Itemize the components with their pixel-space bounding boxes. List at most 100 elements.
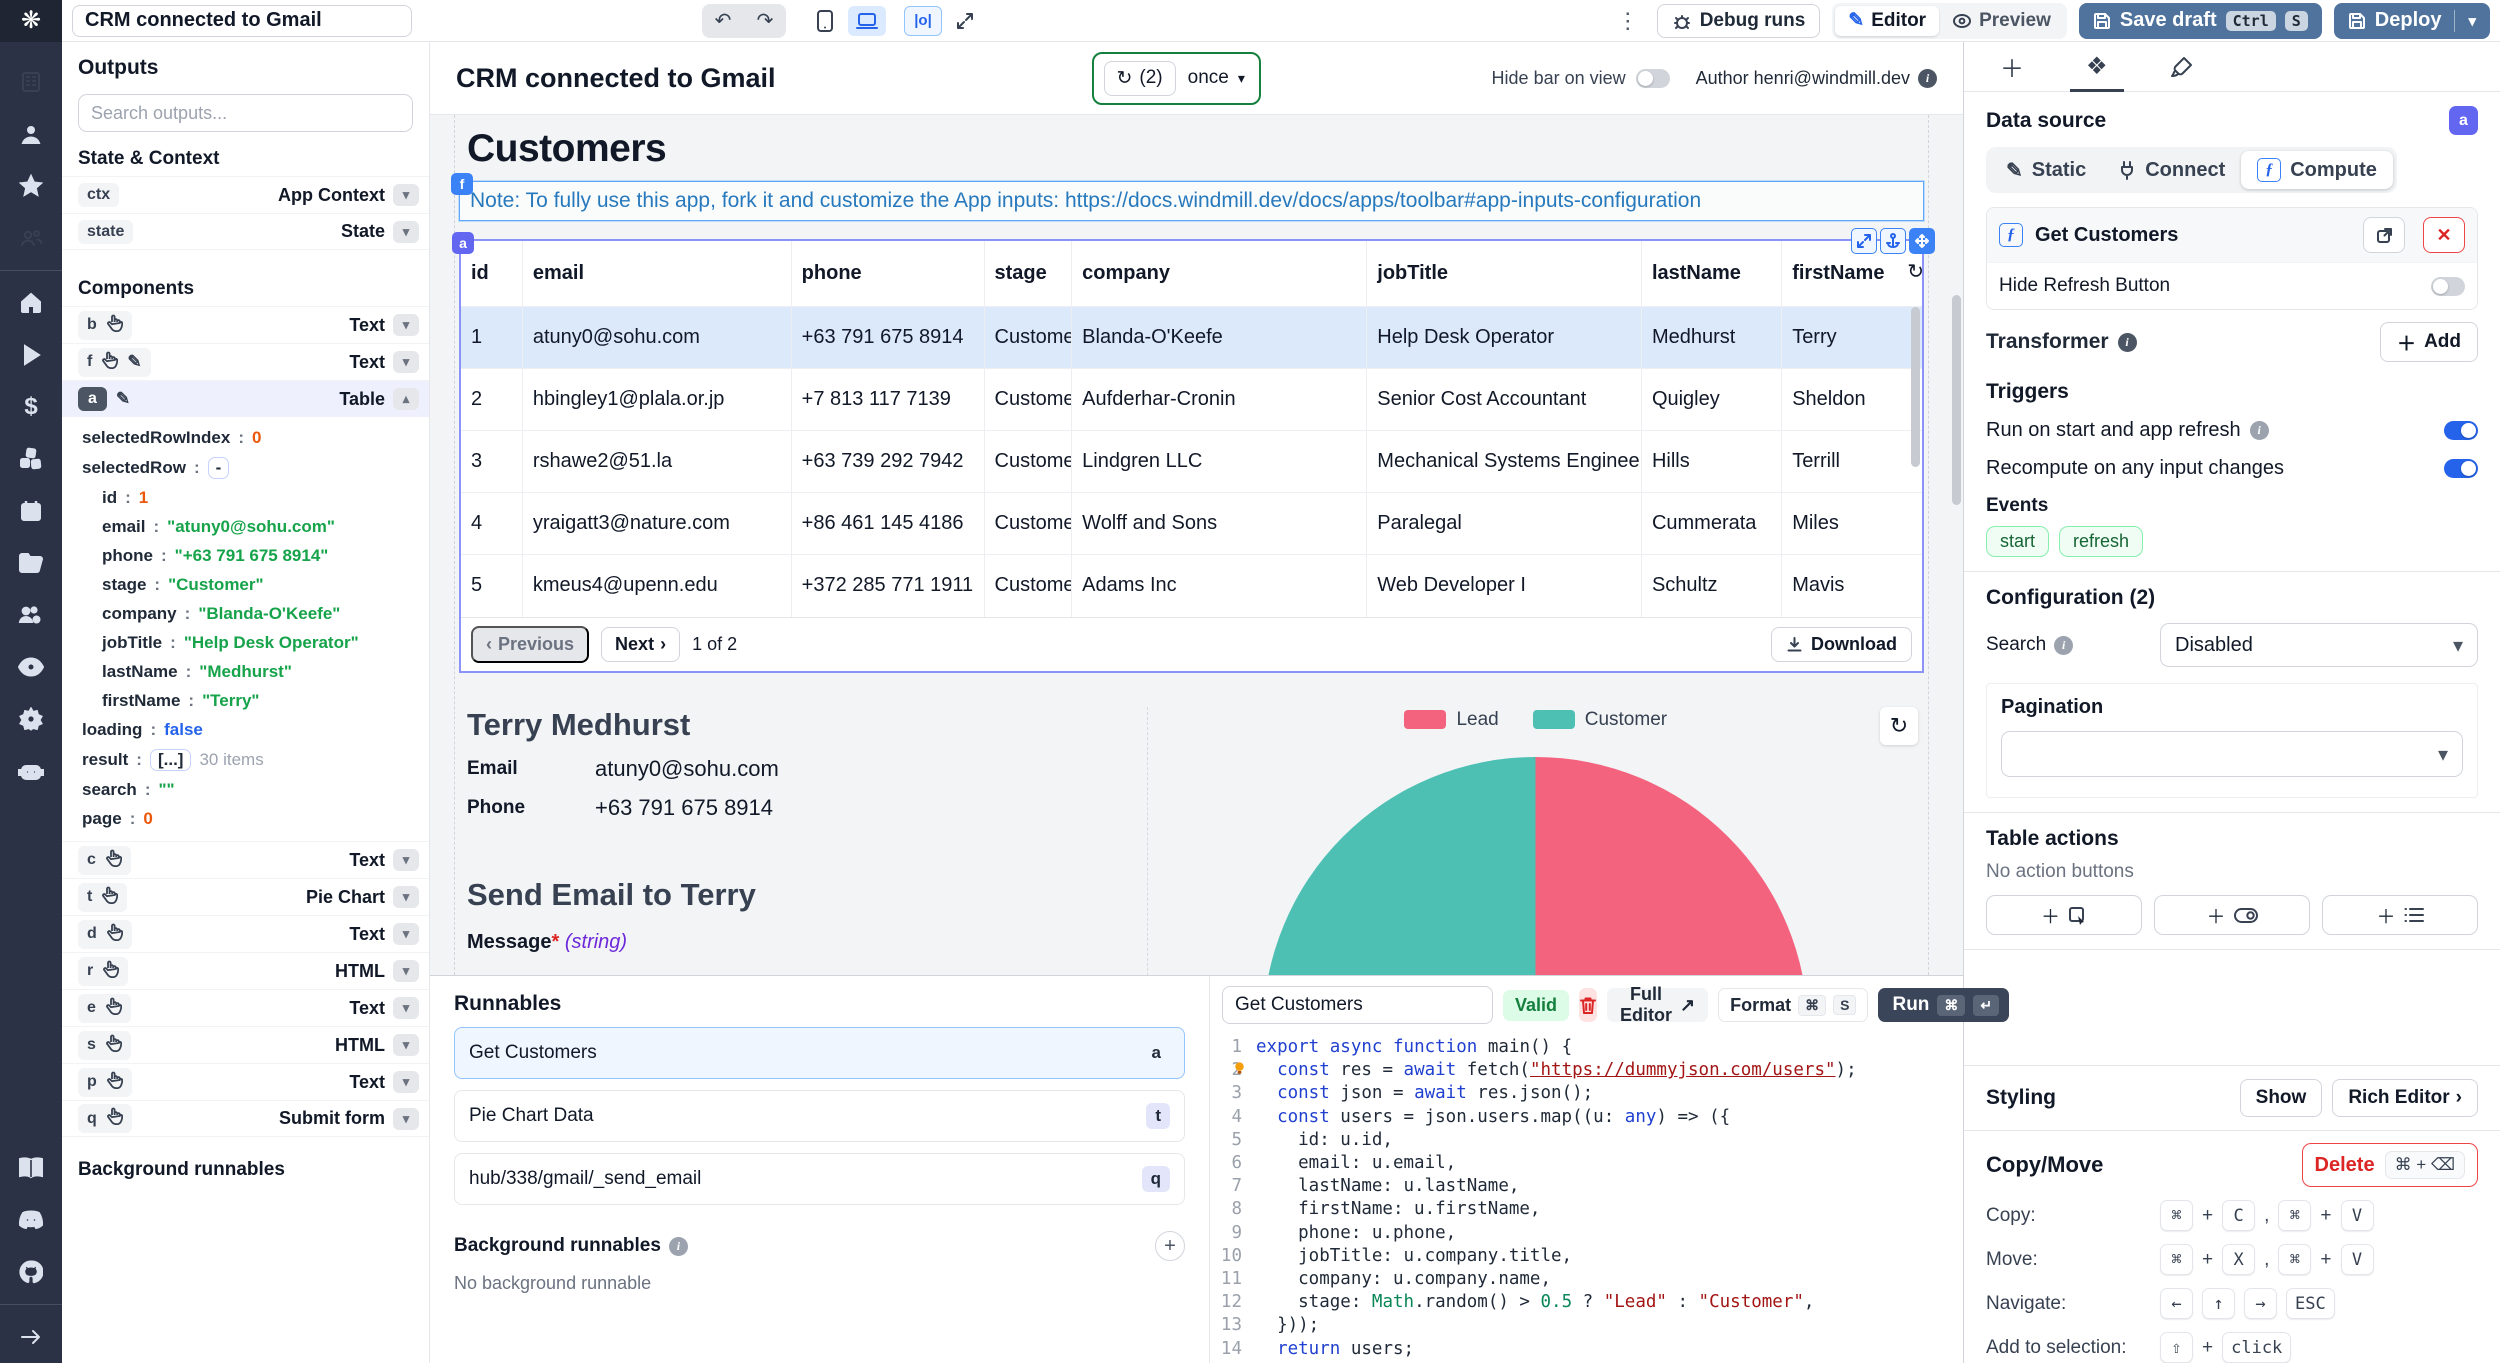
groups-icon[interactable] [0,212,62,264]
refresh-mode-dropdown[interactable]: once ▾ [1187,67,1245,88]
runs-play-icon[interactable] [0,329,62,381]
ai-robot-icon[interactable] [0,745,62,797]
favorites-star-icon[interactable] [0,160,62,212]
table-refresh-icon[interactable]: ↻ [1907,261,1924,283]
component-item-r[interactable]: r HTML ▾ [62,952,429,989]
add-button-action[interactable]: ＋ [1986,895,2142,935]
anchor-handle-icon[interactable] [1880,228,1906,254]
add-toggle-action[interactable]: ＋ [2154,895,2310,935]
column-header-email[interactable]: email [522,241,792,307]
tab-preview[interactable]: Preview [1939,6,2064,36]
user-icon[interactable] [0,108,62,160]
note-text-component[interactable]: f Note: To fully use this app, fork it a… [451,173,1924,221]
debug-runs-button[interactable]: Debug runs [1656,3,1821,38]
expand-canvas-button[interactable] [946,6,984,36]
hide-bar-toggle[interactable] [1635,68,1670,88]
trigger-toggle[interactable] [2444,459,2478,478]
runnable-name-input[interactable] [1222,986,1493,1024]
legend-item-lead[interactable]: Lead [1404,709,1499,731]
table-row[interactable]: 2 hbingley1@plala.or.jp +7 813 117 7139 Cus… [461,368,1922,431]
download-button[interactable]: Download [1771,626,1912,662]
variables-dollar-icon[interactable]: $ [24,393,38,420]
mode-static[interactable]: ✎ Static [2006,158,2087,182]
trigger-toggle[interactable] [2444,421,2478,440]
runnable-item[interactable]: Pie Chart Data t [454,1090,1185,1142]
mode-connect[interactable]: Connect [2102,151,2241,189]
state-item-state[interactable]: state State ▾ [62,213,429,250]
delete-component-button[interactable]: Delete ⌘ + ⌫ [2301,1143,2478,1187]
move-handle-icon[interactable] [1909,228,1935,254]
component-item-b[interactable]: b Text ▾ [62,306,429,343]
app-title-input[interactable] [72,4,412,37]
column-header-jobTitle[interactable]: jobTitle [1366,241,1642,307]
component-item-a[interactable]: a ✎ Table ▴ [62,380,429,417]
add-select-action[interactable]: ＋ [2322,895,2478,935]
column-header-lastName[interactable]: lastName [1641,241,1783,307]
chevron-down-icon[interactable]: ▾ [393,886,419,908]
tab-component-settings-icon[interactable]: ❖ [2070,42,2123,92]
workers-icon[interactable] [0,589,62,641]
table-scrollbar[interactable] [1911,307,1920,467]
desktop-view-button[interactable] [848,5,886,36]
column-header-firstName[interactable]: firstName [1792,262,1885,284]
chevron-down-icon[interactable]: ▾ [393,184,419,206]
chevron-down-icon[interactable]: ▾ [393,220,419,243]
show-styling-button[interactable]: Show [2239,1079,2323,1117]
settings-gear-icon[interactable] [0,693,62,745]
kebab-menu-icon[interactable]: ⋮ [1616,7,1639,33]
delete-runnable-button[interactable] [1579,988,1598,1022]
component-item-t[interactable]: t Pie Chart ▾ [62,878,429,915]
format-button[interactable]: Format ⌘ S [1718,988,1869,1022]
component-item-f[interactable]: f ✎ Text ▾ [62,343,429,380]
chart-refresh-icon[interactable]: ↻ [1880,706,1918,745]
open-runnable-button[interactable] [2363,217,2405,253]
chevron-down-icon[interactable]: ▾ [393,1107,419,1130]
canvas-scrollbar[interactable] [1952,295,1961,505]
deploy-dropdown-chevron-icon[interactable]: ▾ [2468,12,2476,30]
component-item-q[interactable]: q Submit form ▾ [62,1100,429,1137]
search-info-icon[interactable]: i [2054,635,2074,655]
full-editor-button[interactable]: Full Editor ↗ [1607,984,1709,1025]
customers-table-component[interactable]: a ↻ id email phone stage company jobTitle last… [452,228,1935,673]
author-info-icon[interactable]: i [1918,68,1937,88]
mobile-view-button[interactable] [806,6,844,36]
info-icon[interactable]: i [2249,421,2269,440]
chevron-down-icon[interactable]: ▾ [393,351,419,373]
state-item-ctx[interactable]: ctx App Context ▾ [62,176,429,213]
column-header-company[interactable]: company [1071,241,1368,307]
chevron-down-icon[interactable]: ▾ [393,960,419,982]
chevron-down-icon[interactable]: ▾ [393,1034,419,1056]
component-item-d[interactable]: d Text ▾ [62,915,429,952]
center-guides-button[interactable]: |o| [904,5,942,36]
deploy-button[interactable]: Deploy ▾ [2333,2,2490,39]
chevron-down-icon[interactable]: ▾ [393,1071,419,1093]
hide-refresh-toggle[interactable] [2431,276,2465,296]
table-row[interactable]: 4 yraigatt3@nature.com +86 461 145 4186 Cus… [461,492,1922,555]
tab-editor[interactable]: ✎ Editor [1835,5,1940,36]
app-refresh-button[interactable]: ↻ (2) [1103,60,1176,96]
add-transformer-button[interactable]: ＋ Add [2380,322,2478,362]
component-item-p[interactable]: p Text ▾ [62,1063,429,1100]
runnable-item[interactable]: Get Customers a [454,1027,1185,1079]
run-button[interactable]: Run ⌘ ↵ [1878,988,2010,1022]
windmill-logo-icon[interactable]: ❋ [0,0,62,42]
component-item-s[interactable]: s HTML ▾ [62,1026,429,1063]
component-item-c[interactable]: c Text ▾ [62,841,429,878]
tab-insert-plus-icon[interactable]: ＋ [2000,56,2024,83]
column-header-phone[interactable]: phone [791,241,985,307]
discord-icon[interactable] [0,1194,62,1246]
workspace-icon[interactable] [0,56,62,108]
docs-book-icon[interactable] [0,1142,62,1194]
column-header-stage[interactable]: stage [984,241,1073,307]
add-background-runnable-button[interactable]: + [1155,1231,1185,1261]
rich-editor-button[interactable]: Rich Editor › [2332,1079,2478,1117]
code-editor[interactable]: 1 export async function main() {2 const r… [1210,1032,1963,1363]
table-row[interactable]: 5 kmeus4@upenn.edu +372 285 771 1911 Custom… [461,554,1922,617]
info-icon[interactable]: i [668,1236,688,1256]
column-header-id[interactable]: id [461,241,523,307]
mode-compute[interactable]: ƒ Compute [2241,151,2393,189]
pagination-select[interactable]: ▾ [2001,731,2463,777]
next-page-button[interactable]: Next › [601,626,681,662]
